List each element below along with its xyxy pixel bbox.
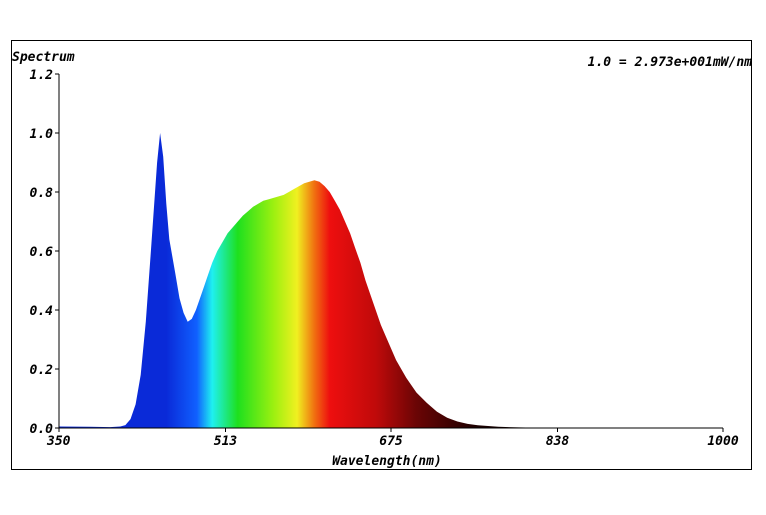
y-tick-label: 1.0 xyxy=(30,127,54,142)
x-tick-label: 513 xyxy=(214,434,238,449)
y-tick-label: 0.8 xyxy=(30,186,54,201)
y-tick-label: 1.2 xyxy=(30,68,54,83)
x-tick-label: 1000 xyxy=(707,434,738,449)
y-tick-label: 0.2 xyxy=(30,363,54,378)
y-tick-label: 0.6 xyxy=(30,245,54,260)
x-axis-label: Wavelength(nm) xyxy=(332,454,442,469)
chart-title: Spectrum xyxy=(12,50,75,65)
scale-note: 1.0 = 2.973e+001mW/nm xyxy=(587,55,752,70)
x-tick-label: 675 xyxy=(379,434,403,449)
y-tick-label: 0.0 xyxy=(30,422,54,437)
x-axis-ticks: 350 513 675 838 1000 xyxy=(46,428,739,449)
x-tick-label: 838 xyxy=(546,434,570,449)
x-tick-label: 350 xyxy=(46,434,71,449)
spectrum-area xyxy=(59,133,723,428)
y-axis-ticks: 0.0 0.2 0.4 0.6 0.8 1.0 1.2 xyxy=(30,68,59,437)
y-tick-label: 0.4 xyxy=(30,304,54,319)
